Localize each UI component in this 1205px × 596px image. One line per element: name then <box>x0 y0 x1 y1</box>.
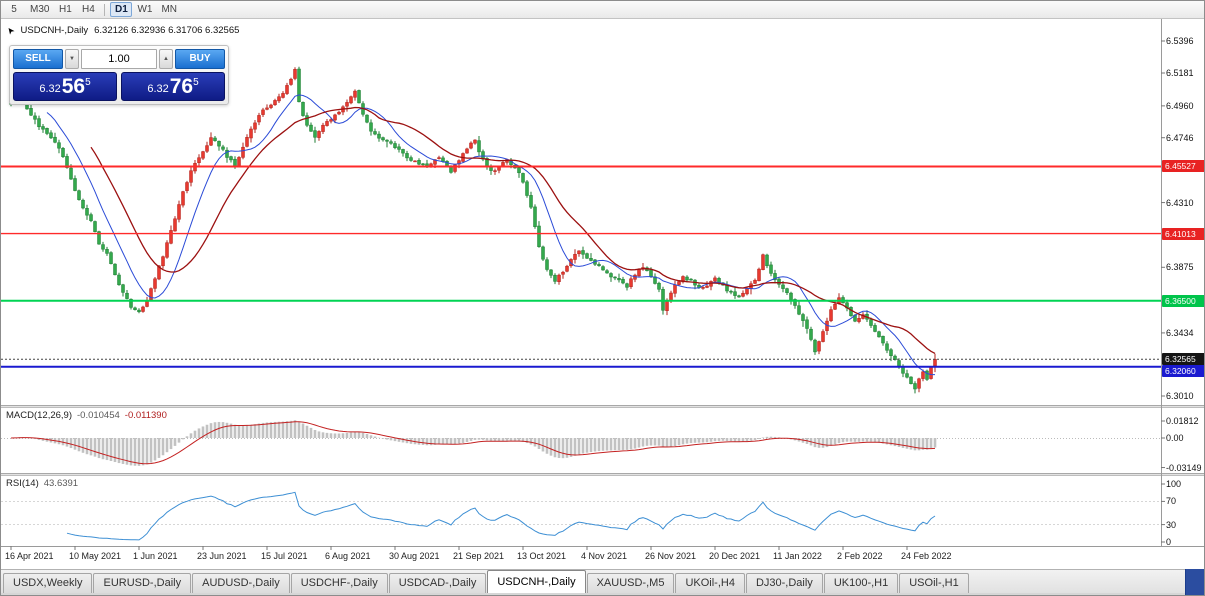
buy-price-sup: 5 <box>193 77 199 88</box>
sell-price-prefix: 6.32 <box>39 83 61 95</box>
tab-usdchf-daily[interactable]: USDCHF-,Daily <box>290 573 388 593</box>
macd-signal-value: -0.011390 <box>124 410 167 421</box>
mouse-cursor-icon: ➤ <box>4 24 17 37</box>
tab-dj30-daily[interactable]: DJ30-,Daily <box>745 573 823 593</box>
tab-uk100-h1[interactable]: UK100-,H1 <box>823 573 899 593</box>
chart-ohlc-values: 6.32126 6.32936 6.31706 6.32565 <box>94 25 240 36</box>
status-strip <box>1 593 1204 595</box>
timeframe-m30[interactable]: M30 <box>30 4 50 15</box>
sell-price-big: 56 <box>61 75 86 98</box>
buy-price-prefix: 6.32 <box>147 83 169 95</box>
tab-usdcad-daily[interactable]: USDCAD-,Daily <box>388 573 487 593</box>
timeframe-h1[interactable]: H1 <box>59 4 72 15</box>
tab-usdx-weekly[interactable]: USDX,Weekly <box>3 573 93 593</box>
level-price-tag[interactable]: 6.45527 <box>1162 160 1204 173</box>
rsi-value: 43.6391 <box>43 478 79 489</box>
macd-main-value: -0.010454 <box>77 410 120 421</box>
window-corner-grip <box>1185 569 1204 595</box>
sell-price-button[interactable]: 6.32 56 5 <box>13 72 117 101</box>
sell-button[interactable]: SELL <box>13 49 63 69</box>
chart-symbol-period: USDCNH-,Daily <box>20 25 89 36</box>
one-click-trading-panel: SELL ▼ ▲ BUY 6.32 56 5 6.32 76 5 <box>9 45 229 105</box>
toolbar-separator <box>104 3 106 16</box>
timeframe-w1[interactable]: W1 <box>137 4 153 15</box>
timeframe-mn[interactable]: MN <box>161 4 178 15</box>
level-price-tag[interactable]: 6.32060 <box>1162 365 1204 378</box>
level-price-tag[interactable]: 6.41013 <box>1162 227 1204 240</box>
trade-prices-row: 6.32 56 5 6.32 76 5 <box>13 72 225 101</box>
buy-button[interactable]: BUY <box>175 49 225 69</box>
bid-price-tag[interactable]: 6.32565 <box>1162 353 1204 366</box>
chart-tabs-bar: USDX,Weekly EURUSD-,Daily AUDUSD-,Daily USD… <box>1 569 1204 593</box>
tab-usdcnh-daily[interactable]: USDCNH-,Daily <box>487 570 586 593</box>
sell-price-sup: 5 <box>85 77 91 88</box>
volume-increase-button[interactable]: ▲ <box>159 49 173 69</box>
volume-decrease-button[interactable]: ▼ <box>65 49 79 69</box>
timeframe-d1[interactable]: D1 <box>110 2 133 17</box>
macd-indicator-header: MACD(12,26,9) -0.010454 -0.011390 <box>6 410 167 421</box>
rsi-name: RSI(14) <box>6 478 39 489</box>
tab-eurusd-daily[interactable]: EURUSD-,Daily <box>93 573 192 593</box>
timeframe-5[interactable]: 5 <box>11 4 17 15</box>
level-price-tag[interactable]: 6.36500 <box>1162 294 1204 307</box>
tab-audusd-daily[interactable]: AUDUSD-,Daily <box>192 573 290 593</box>
chart-ohlc-header: ➤ USDCNH-,Daily 6.32126 6.32936 6.31706 … <box>4 24 240 37</box>
timeframe-toolbar: 5 M30 H1 H4 D1 W1 MN <box>1 1 1204 19</box>
tab-xauusd-m5[interactable]: XAUUSD-,M5 <box>586 573 675 593</box>
timeframe-h4[interactable]: H4 <box>82 4 95 15</box>
buy-price-button[interactable]: 6.32 76 5 <box>121 72 225 101</box>
buy-price-big: 76 <box>169 75 194 98</box>
volume-input[interactable] <box>81 49 157 69</box>
rsi-indicator-header: RSI(14) 43.6391 <box>6 478 78 489</box>
trade-controls-row: SELL ▼ ▲ BUY <box>13 49 225 69</box>
tab-ukoil-h4[interactable]: UKOil-,H4 <box>675 573 745 593</box>
macd-name: MACD(12,26,9) <box>6 410 72 421</box>
tab-usoil-h1[interactable]: USOil-,H1 <box>899 573 969 593</box>
